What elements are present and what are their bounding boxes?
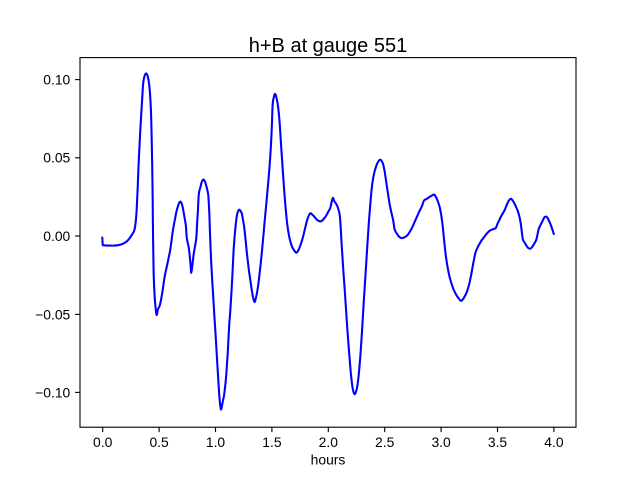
svg-text:hours: hours (311, 452, 346, 468)
svg-text:−0.10: −0.10 (35, 384, 70, 400)
svg-text:0.05: 0.05 (43, 150, 70, 166)
svg-text:0.5: 0.5 (149, 434, 169, 450)
svg-text:1.5: 1.5 (262, 434, 282, 450)
svg-text:3.0: 3.0 (431, 434, 451, 450)
svg-text:0.00: 0.00 (43, 228, 70, 244)
svg-text:h+B at gauge 551: h+B at gauge 551 (249, 35, 407, 57)
svg-text:3.5: 3.5 (488, 434, 508, 450)
svg-text:0.10: 0.10 (43, 72, 70, 88)
svg-text:0.0: 0.0 (93, 434, 113, 450)
svg-text:1.0: 1.0 (206, 434, 226, 450)
svg-text:2.5: 2.5 (375, 434, 395, 450)
svg-text:4.0: 4.0 (544, 434, 564, 450)
svg-text:−0.05: −0.05 (35, 306, 70, 322)
svg-text:2.0: 2.0 (319, 434, 339, 450)
